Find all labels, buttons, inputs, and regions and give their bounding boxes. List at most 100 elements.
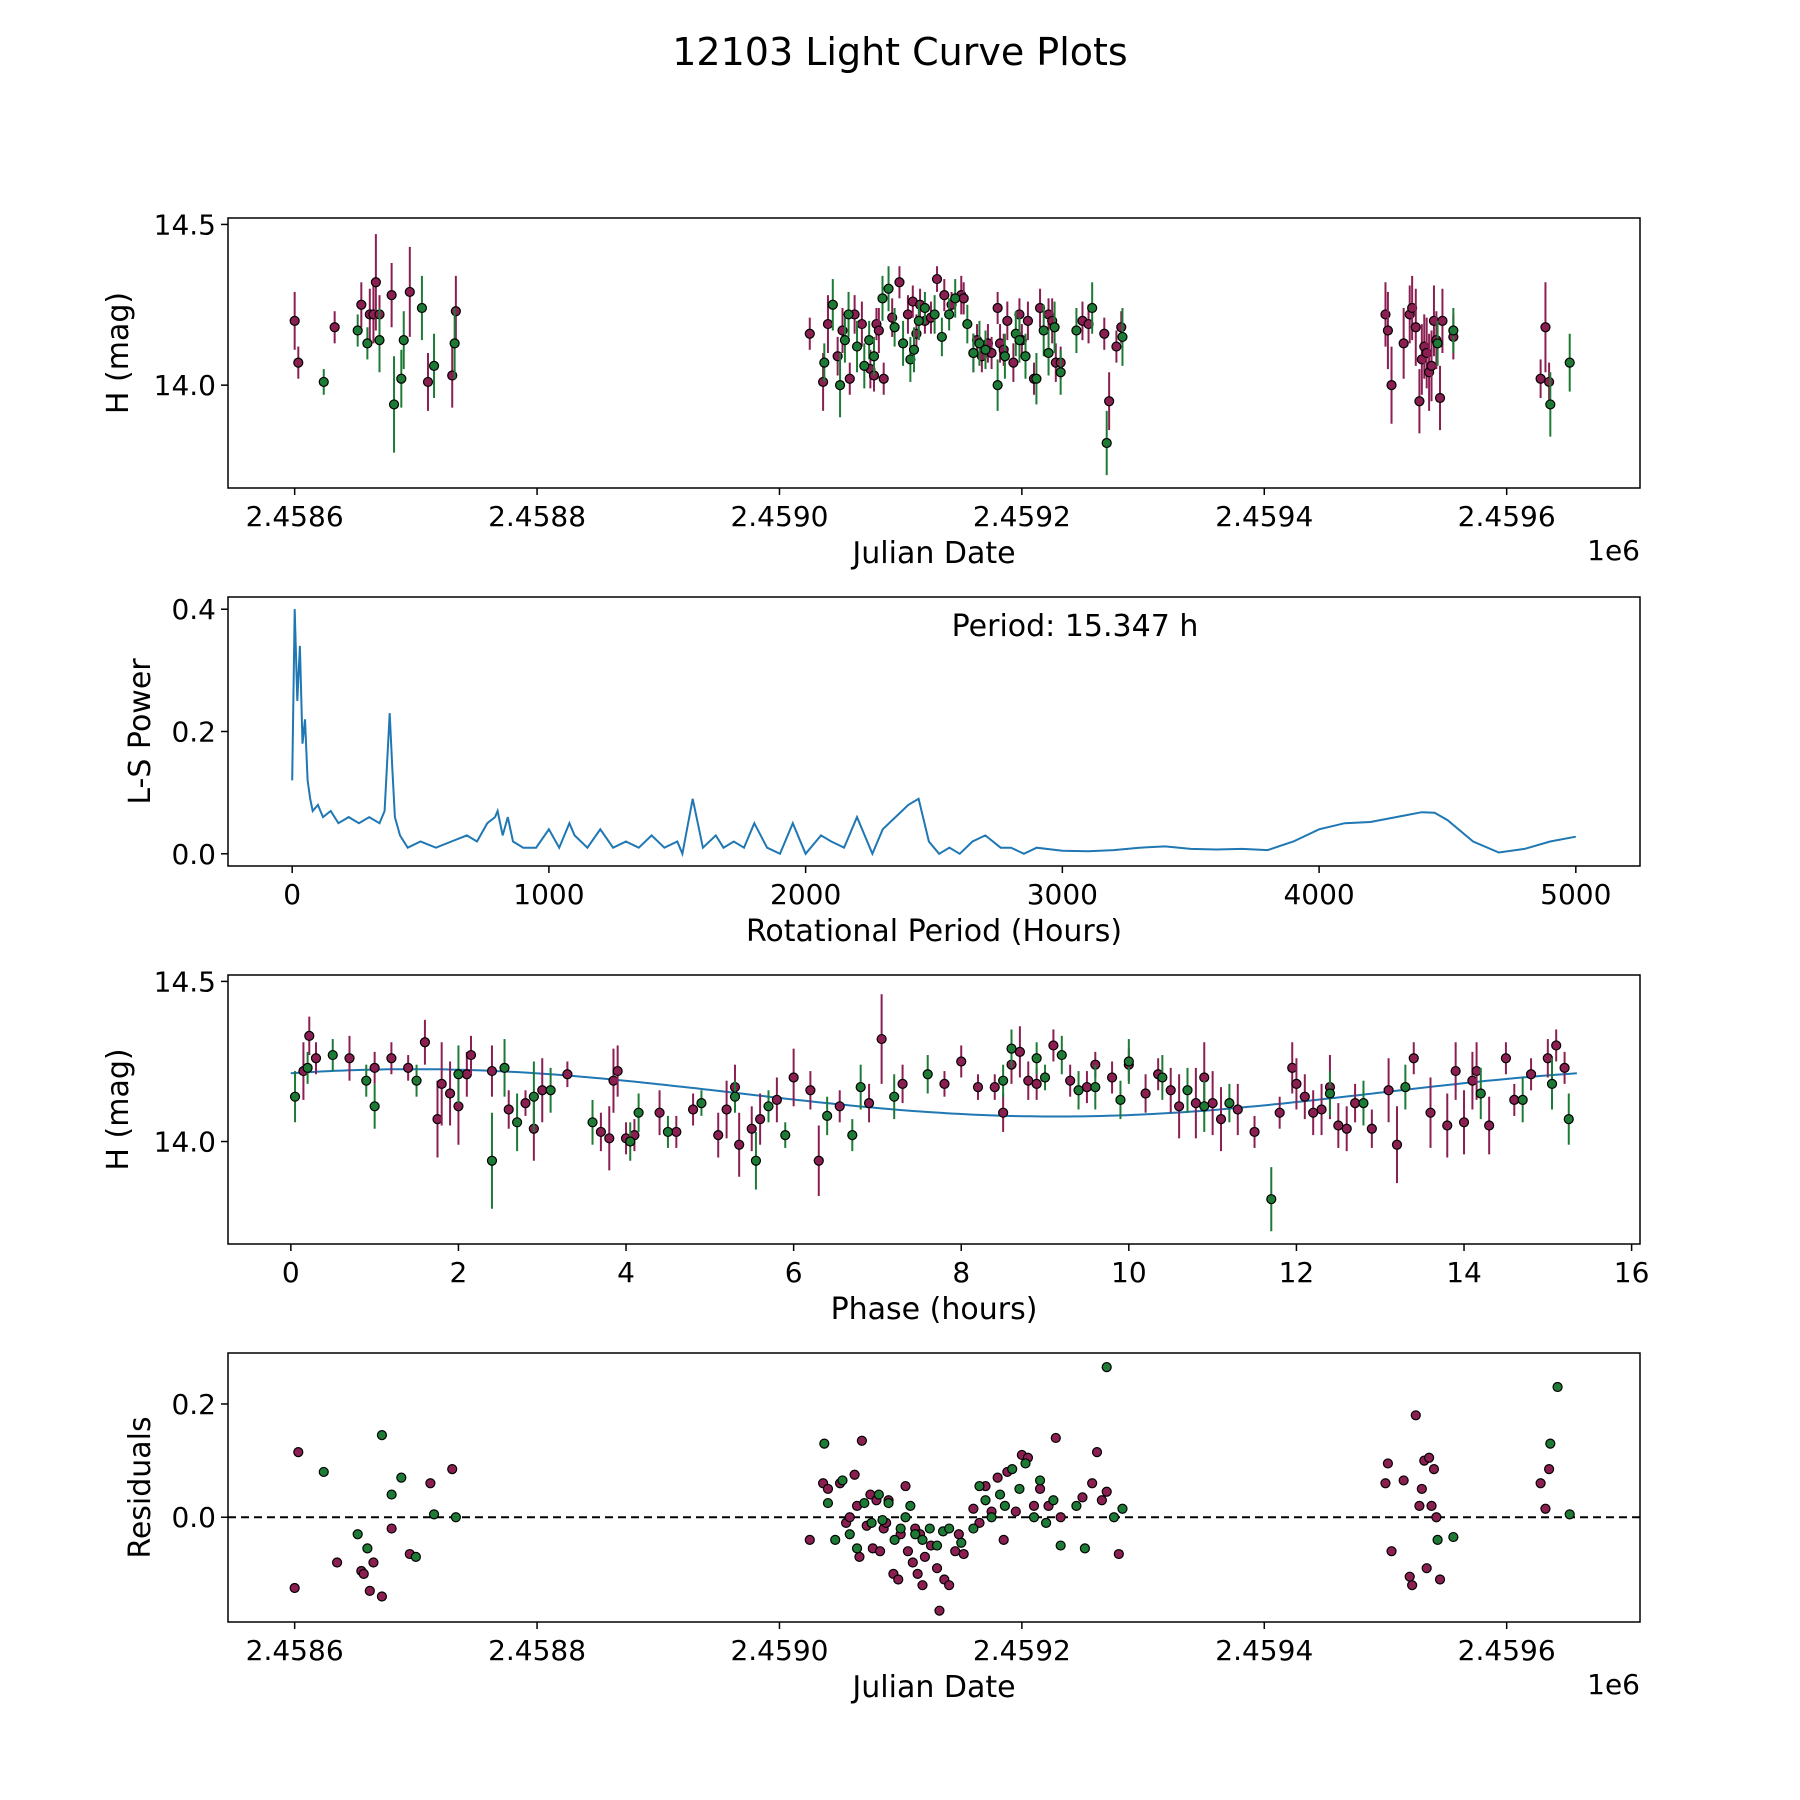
x-tick-label: 10 [1111, 1256, 1147, 1289]
data-point [819, 357, 830, 368]
x-tick-label: 0 [283, 878, 301, 911]
data-point [1106, 1072, 1118, 1083]
data-point [396, 373, 407, 384]
data-point [893, 1574, 904, 1585]
panel-periodogram: 0 1000 2000 3000 4000 5000 0.0 0.2 0.4 Rotational… [123, 593, 1641, 949]
x-tick-label: 8 [952, 1256, 970, 1289]
data-point [902, 309, 914, 320]
data-point [1414, 1500, 1425, 1512]
data-point [453, 1101, 464, 1112]
data-point [410, 1551, 421, 1562]
data-point [1434, 392, 1446, 404]
data-point [1426, 1500, 1437, 1512]
x-tick-label: 2.4592 [973, 500, 1071, 533]
data-point [512, 1117, 523, 1128]
data-point [1484, 1120, 1495, 1131]
data-point [1055, 367, 1066, 378]
data-point [713, 1130, 724, 1141]
data-point [595, 1126, 607, 1138]
data-point [962, 318, 973, 330]
y-tick-label: 14.5 [154, 208, 216, 241]
data-point [863, 1097, 875, 1109]
data-point [444, 1088, 456, 1099]
data-point [388, 399, 400, 410]
data-point [356, 299, 367, 310]
data-point [910, 1529, 921, 1540]
data-point [453, 1069, 464, 1080]
data-point [1545, 399, 1556, 410]
data-point [302, 1062, 313, 1073]
data-point [813, 1155, 824, 1166]
data-point [329, 322, 340, 333]
data-point [1391, 1139, 1403, 1150]
data-point [972, 1081, 984, 1093]
data-point [1182, 1085, 1193, 1096]
x-tick-label: 2.4590 [730, 500, 828, 533]
data-point [822, 1483, 834, 1495]
data-point [944, 1523, 955, 1534]
data-point [974, 338, 985, 349]
data-point [859, 1497, 870, 1509]
data-point [376, 1591, 388, 1602]
data-point [1071, 1500, 1082, 1512]
data-point [612, 1065, 623, 1077]
x-tick-label: 14 [1446, 1256, 1482, 1289]
data-point [331, 1557, 343, 1568]
data-point [822, 318, 834, 330]
data-point [1291, 1078, 1302, 1089]
data-point [403, 1062, 414, 1073]
data-point [318, 1466, 329, 1478]
data-point [822, 1497, 834, 1509]
data-point [1022, 315, 1034, 326]
data-point [364, 1585, 375, 1596]
data-point [289, 315, 300, 326]
data-point [1414, 396, 1425, 407]
data-point [1008, 357, 1019, 368]
x-axis-label: Julian Date [850, 1670, 1015, 1705]
data-point [1308, 1107, 1319, 1118]
data-point [994, 1489, 1006, 1500]
data-point [1073, 1085, 1084, 1096]
data-point [1509, 1094, 1520, 1105]
data-point [1034, 1475, 1046, 1486]
data-point [897, 338, 909, 349]
data-point [1517, 1094, 1528, 1105]
data-point [1014, 1483, 1025, 1495]
data-point [1358, 1097, 1369, 1109]
data-point [1055, 1540, 1066, 1551]
y-tick-label: 14.0 [154, 369, 216, 402]
data-point [608, 1075, 619, 1086]
y-tick-label: 14.0 [154, 1126, 216, 1159]
data-point [986, 1512, 997, 1523]
data-point [1031, 1078, 1042, 1089]
data-point [562, 1069, 573, 1080]
data-point [1380, 1478, 1391, 1489]
data-point [894, 277, 905, 288]
data-point [1174, 1101, 1185, 1112]
data-point [866, 1517, 877, 1528]
data-point [908, 344, 920, 355]
data-point [950, 293, 961, 304]
data-point [1002, 315, 1013, 326]
data-point [1324, 1088, 1336, 1099]
data-point [1448, 1531, 1459, 1543]
data-point [968, 1503, 979, 1514]
plot-area [289, 994, 1577, 1232]
data-point [855, 1081, 866, 1093]
x-tick-label: 4000 [1283, 878, 1354, 911]
data-point [917, 1534, 928, 1545]
data-point [625, 1136, 636, 1147]
data-point [1442, 1120, 1453, 1131]
data-point [304, 1030, 315, 1041]
data-point [805, 1085, 816, 1096]
data-point [1416, 1483, 1427, 1495]
y-axis-label: L-S Power [123, 658, 158, 805]
data-point [999, 1500, 1011, 1512]
data-point [956, 1537, 967, 1548]
data-point [889, 1091, 900, 1102]
data-point [1398, 338, 1409, 349]
data-point [411, 1075, 422, 1086]
data-point [931, 1563, 943, 1574]
data-point [1010, 1506, 1021, 1517]
data-point [1117, 1503, 1128, 1514]
